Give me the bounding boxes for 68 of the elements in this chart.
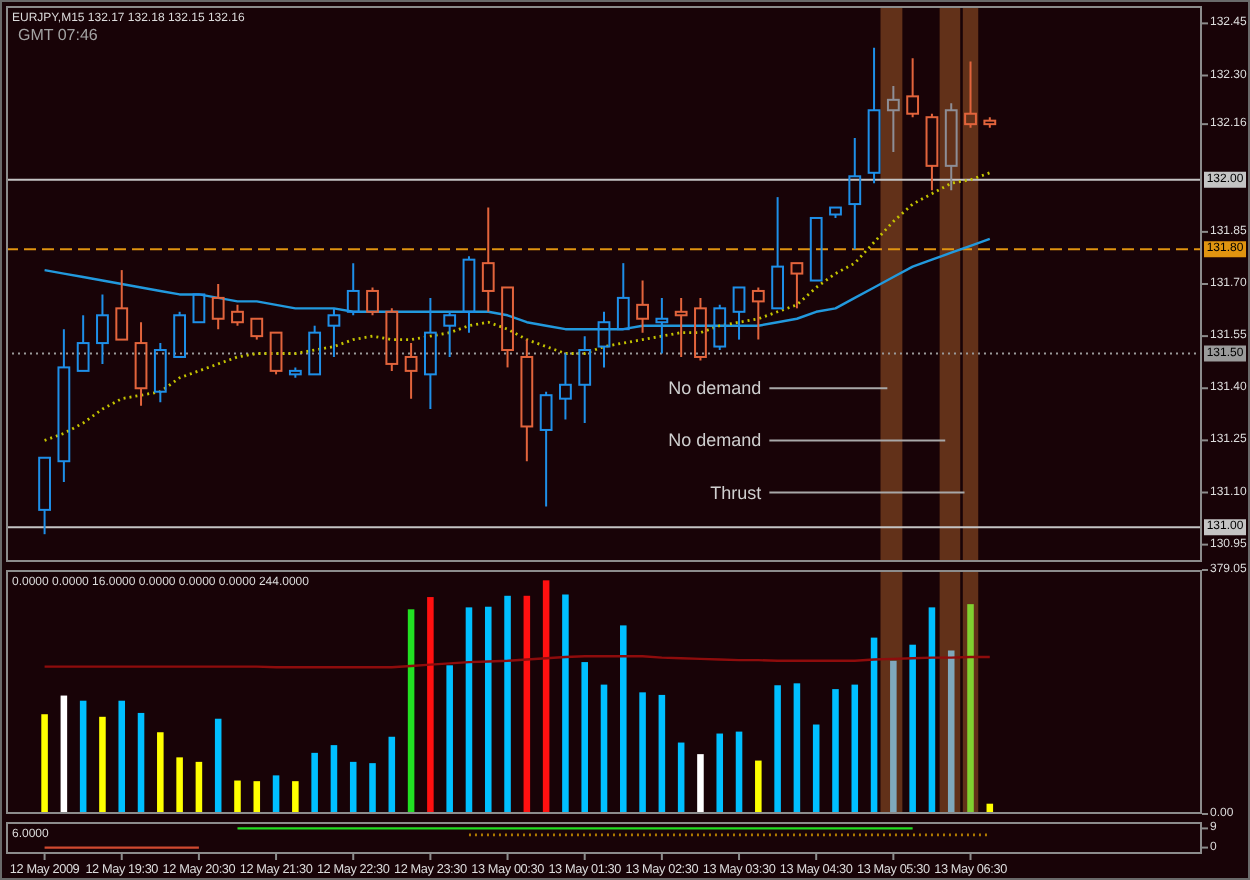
annotation: No demand bbox=[668, 430, 762, 451]
bar bbox=[774, 685, 781, 814]
candlestick bbox=[520, 338, 534, 463]
bar bbox=[562, 594, 569, 814]
candlestick bbox=[481, 206, 495, 313]
bar bbox=[253, 781, 261, 814]
bar bbox=[947, 650, 955, 814]
candlestick bbox=[964, 60, 977, 129]
bar bbox=[716, 733, 724, 814]
candlestick bbox=[76, 314, 90, 372]
bar bbox=[157, 732, 164, 814]
annotation: No demand bbox=[668, 378, 762, 399]
bar bbox=[427, 597, 434, 814]
candlestick bbox=[134, 321, 148, 407]
candlestick bbox=[636, 279, 649, 334]
candlestick bbox=[674, 296, 688, 358]
bar bbox=[99, 716, 106, 814]
bar bbox=[292, 781, 299, 814]
candlestick bbox=[751, 286, 765, 341]
candlestick bbox=[867, 46, 881, 185]
bar bbox=[793, 683, 801, 814]
bar bbox=[484, 606, 492, 814]
bar bbox=[176, 757, 183, 814]
bar bbox=[890, 660, 897, 814]
candlestick bbox=[790, 262, 804, 310]
candlestick bbox=[944, 102, 958, 192]
bar bbox=[620, 625, 627, 814]
bar bbox=[369, 763, 376, 814]
bar bbox=[446, 665, 453, 814]
candlestick bbox=[38, 456, 51, 536]
bar bbox=[118, 700, 126, 814]
bar bbox=[851, 684, 859, 814]
bar bbox=[658, 694, 666, 814]
candlestick bbox=[848, 137, 862, 251]
candlestick bbox=[906, 57, 920, 119]
bar bbox=[832, 689, 839, 814]
candlestick bbox=[346, 262, 360, 317]
bar bbox=[349, 761, 357, 814]
candlestick bbox=[578, 335, 592, 424]
bar bbox=[542, 580, 550, 814]
bar bbox=[311, 752, 318, 814]
bar bbox=[465, 607, 473, 814]
text: GMT 07:46 bbox=[18, 26, 99, 44]
candlestick bbox=[559, 352, 572, 421]
annotation: Thrust bbox=[710, 482, 763, 503]
bar bbox=[234, 780, 241, 814]
candlestick bbox=[925, 112, 939, 192]
candlestick bbox=[57, 328, 71, 484]
bar bbox=[581, 662, 588, 814]
bar bbox=[137, 712, 145, 814]
candlestick bbox=[539, 390, 553, 508]
candlestick bbox=[115, 269, 129, 341]
bar bbox=[909, 644, 916, 814]
bar bbox=[60, 695, 68, 814]
candlestick bbox=[771, 196, 785, 310]
bar bbox=[600, 684, 608, 814]
bar bbox=[504, 595, 511, 814]
bar bbox=[755, 760, 762, 814]
bar bbox=[639, 692, 646, 814]
bar bbox=[41, 714, 48, 814]
candlestick bbox=[211, 283, 225, 331]
bar bbox=[407, 609, 415, 814]
candlestick bbox=[404, 342, 418, 400]
bar bbox=[79, 700, 87, 814]
candlestick bbox=[501, 286, 514, 369]
bar bbox=[697, 754, 704, 814]
candlestick bbox=[96, 293, 109, 365]
candlestick bbox=[886, 84, 900, 153]
